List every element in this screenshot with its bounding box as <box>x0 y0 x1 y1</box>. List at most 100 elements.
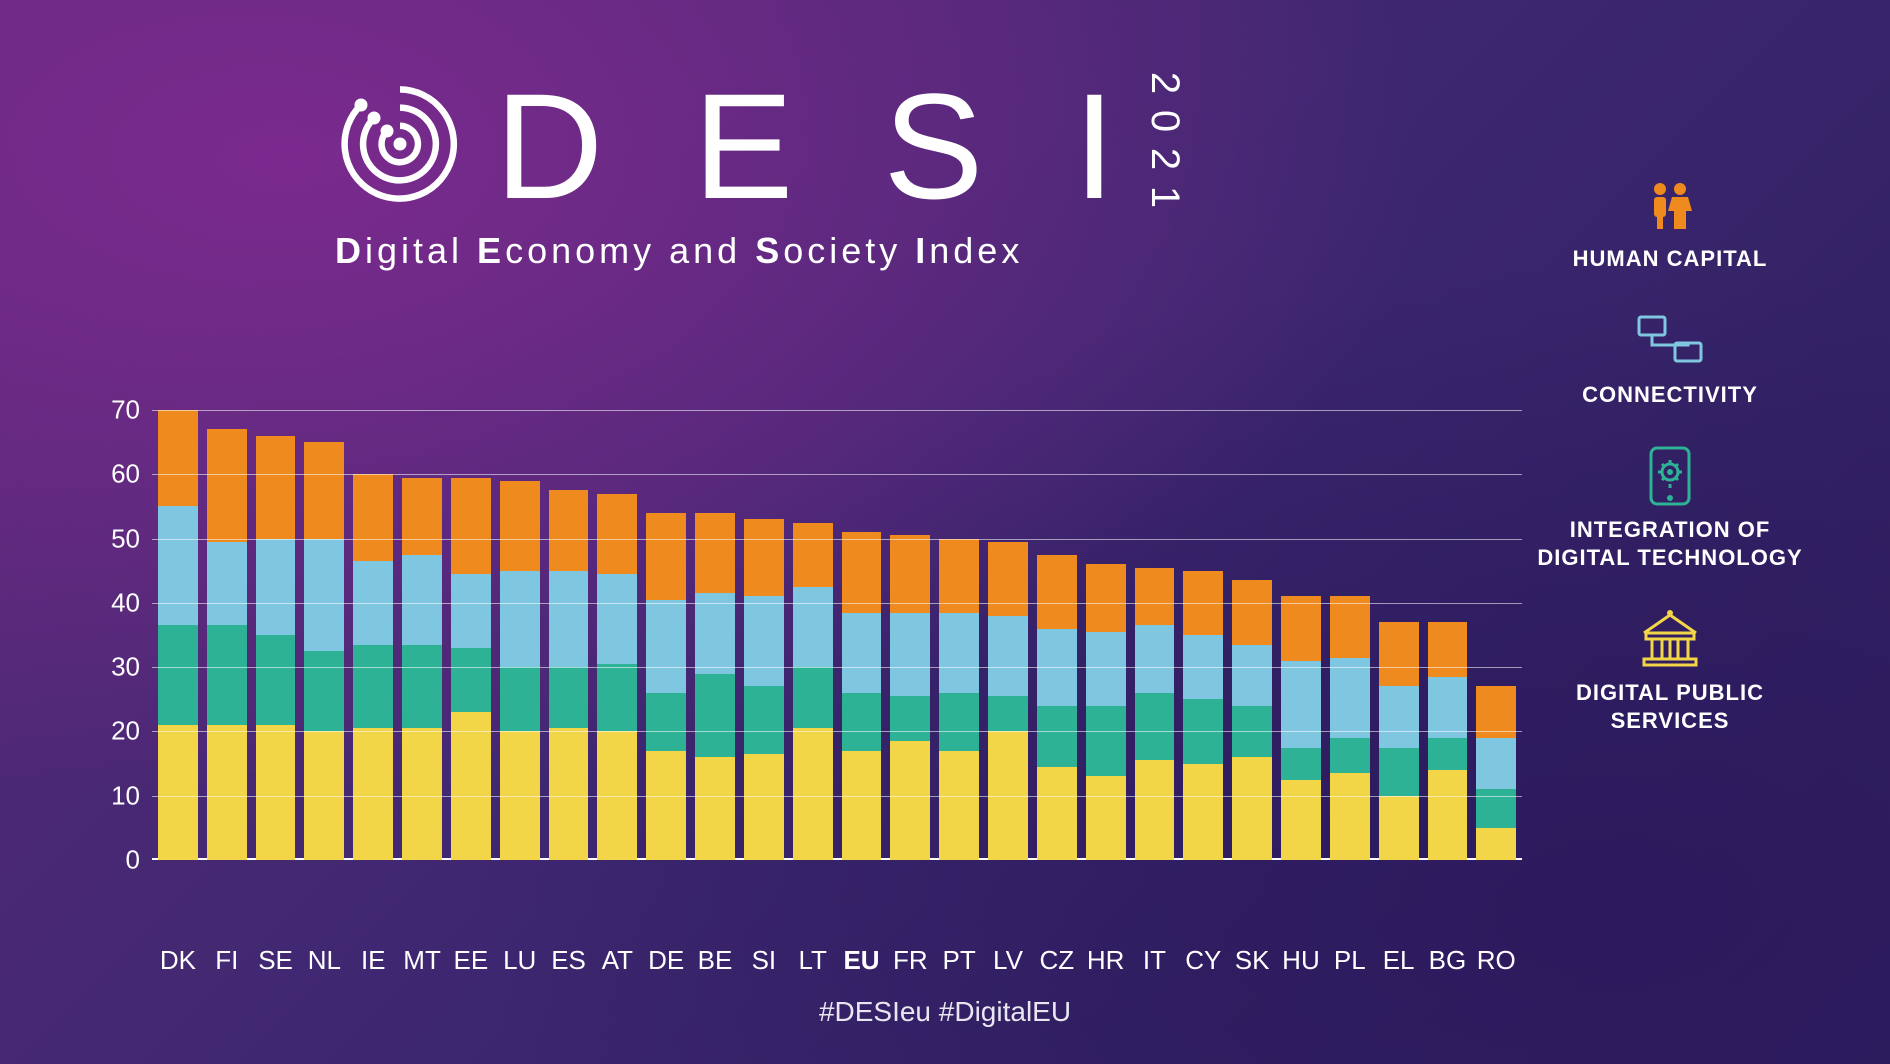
bar-lv <box>988 542 1028 860</box>
segment-human_capital <box>500 481 540 571</box>
segment-public_services <box>744 754 784 860</box>
x-label-be: BE <box>695 945 735 976</box>
bar-eu <box>842 532 882 860</box>
segment-human_capital <box>158 410 198 506</box>
bar-fr <box>890 535 930 860</box>
desi-letter: D <box>495 71 603 221</box>
phone-gear-icon <box>1647 446 1693 506</box>
x-axis-labels: DKFISENLIEMTEELUESATDEBESILTEUFRPTLVCZHR… <box>152 945 1522 976</box>
bar-cy <box>1183 571 1223 860</box>
legend-item-public_services: DIGITAL PUBLIC SERVICES <box>1520 609 1820 734</box>
segment-public_services <box>939 751 979 860</box>
legend-item-integration: INTEGRATION OF DIGITAL TECHNOLOGY <box>1520 446 1820 571</box>
bar-es <box>549 490 589 860</box>
segment-integration <box>1281 748 1321 780</box>
segment-public_services <box>646 751 686 860</box>
segment-integration <box>402 645 442 729</box>
year-digit: 1 <box>1146 177 1184 217</box>
gridline <box>152 731 1522 732</box>
segment-connectivity <box>402 555 442 645</box>
segment-human_capital <box>549 490 589 570</box>
gridline <box>152 667 1522 668</box>
segment-human_capital <box>1086 564 1126 632</box>
segment-human_capital <box>793 523 833 587</box>
x-label-sk: SK <box>1232 945 1272 976</box>
segment-integration <box>988 696 1028 731</box>
gridline <box>152 474 1522 475</box>
segment-connectivity <box>1379 686 1419 747</box>
segment-connectivity <box>646 600 686 693</box>
x-label-es: ES <box>549 945 589 976</box>
y-tick: 0 <box>126 845 140 876</box>
y-tick: 60 <box>111 459 140 490</box>
segment-integration <box>1135 693 1175 761</box>
segment-human_capital <box>988 542 1028 616</box>
segment-public_services <box>1379 796 1419 860</box>
gridline <box>152 410 1522 411</box>
segment-public_services <box>256 725 296 860</box>
legend: HUMAN CAPITALCONNECTIVITYINTEGRATION OF … <box>1520 175 1820 734</box>
segment-public_services <box>695 757 735 860</box>
y-tick: 20 <box>111 716 140 747</box>
segment-public_services <box>793 728 833 860</box>
bar-hr <box>1086 564 1126 860</box>
x-label-lt: LT <box>793 945 833 976</box>
segment-connectivity <box>695 593 735 673</box>
hashtags: #DESIeu #DigitalEU <box>819 996 1071 1028</box>
desi-letters: DESI <box>495 71 1115 221</box>
x-label-ro: RO <box>1476 945 1516 976</box>
x-label-lu: LU <box>500 945 540 976</box>
plot-area <box>152 410 1522 860</box>
bar-pt <box>939 539 979 860</box>
gridline <box>152 796 1522 797</box>
segment-public_services <box>1232 757 1272 860</box>
segment-connectivity <box>256 539 296 635</box>
x-label-pl: PL <box>1330 945 1370 976</box>
segment-public_services <box>1086 776 1126 860</box>
segment-human_capital <box>207 429 247 542</box>
segment-public_services <box>549 728 589 860</box>
desi-letter: S <box>883 71 983 221</box>
x-label-cy: CY <box>1183 945 1223 976</box>
x-label-at: AT <box>597 945 637 976</box>
segment-public_services <box>1135 760 1175 860</box>
segment-public_services <box>1037 767 1077 860</box>
segment-integration <box>353 645 393 729</box>
x-label-hu: HU <box>1281 945 1321 976</box>
chart: 010203040506070 DKFISENLIEMTEELUESATDEBE… <box>92 410 1522 930</box>
legend-item-connectivity: CONNECTIVITY <box>1520 311 1820 409</box>
x-label-it: IT <box>1135 945 1175 976</box>
gridline <box>152 603 1522 604</box>
segment-connectivity <box>842 613 882 693</box>
bar-ee <box>451 478 491 860</box>
bar-de <box>646 513 686 860</box>
subtitle: Digital Economy and Society Index <box>335 230 1435 272</box>
segment-public_services <box>451 712 491 860</box>
segment-human_capital <box>304 442 344 538</box>
segment-integration <box>304 651 344 731</box>
year-digit: 2 <box>1146 63 1184 103</box>
x-label-cz: CZ <box>1037 945 1077 976</box>
x-label-fr: FR <box>890 945 930 976</box>
segment-integration <box>597 664 637 732</box>
bar-cz <box>1037 555 1077 860</box>
y-tick: 30 <box>111 652 140 683</box>
x-label-si: SI <box>744 945 784 976</box>
bar-at <box>597 494 637 860</box>
bar-si <box>744 519 784 860</box>
segment-human_capital <box>256 436 296 539</box>
legend-label: CONNECTIVITY <box>1582 381 1758 409</box>
y-axis: 010203040506070 <box>92 410 148 860</box>
x-label-bg: BG <box>1428 945 1468 976</box>
segment-integration <box>939 693 979 751</box>
segment-connectivity <box>1330 658 1370 738</box>
segment-integration <box>842 693 882 751</box>
segment-connectivity <box>1135 625 1175 693</box>
bar-pl <box>1330 596 1370 860</box>
y-tick: 70 <box>111 395 140 426</box>
desi-letter: I <box>1073 71 1115 221</box>
segment-public_services <box>1330 773 1370 860</box>
x-label-el: EL <box>1379 945 1419 976</box>
segment-public_services <box>207 725 247 860</box>
gridline <box>152 539 1522 540</box>
